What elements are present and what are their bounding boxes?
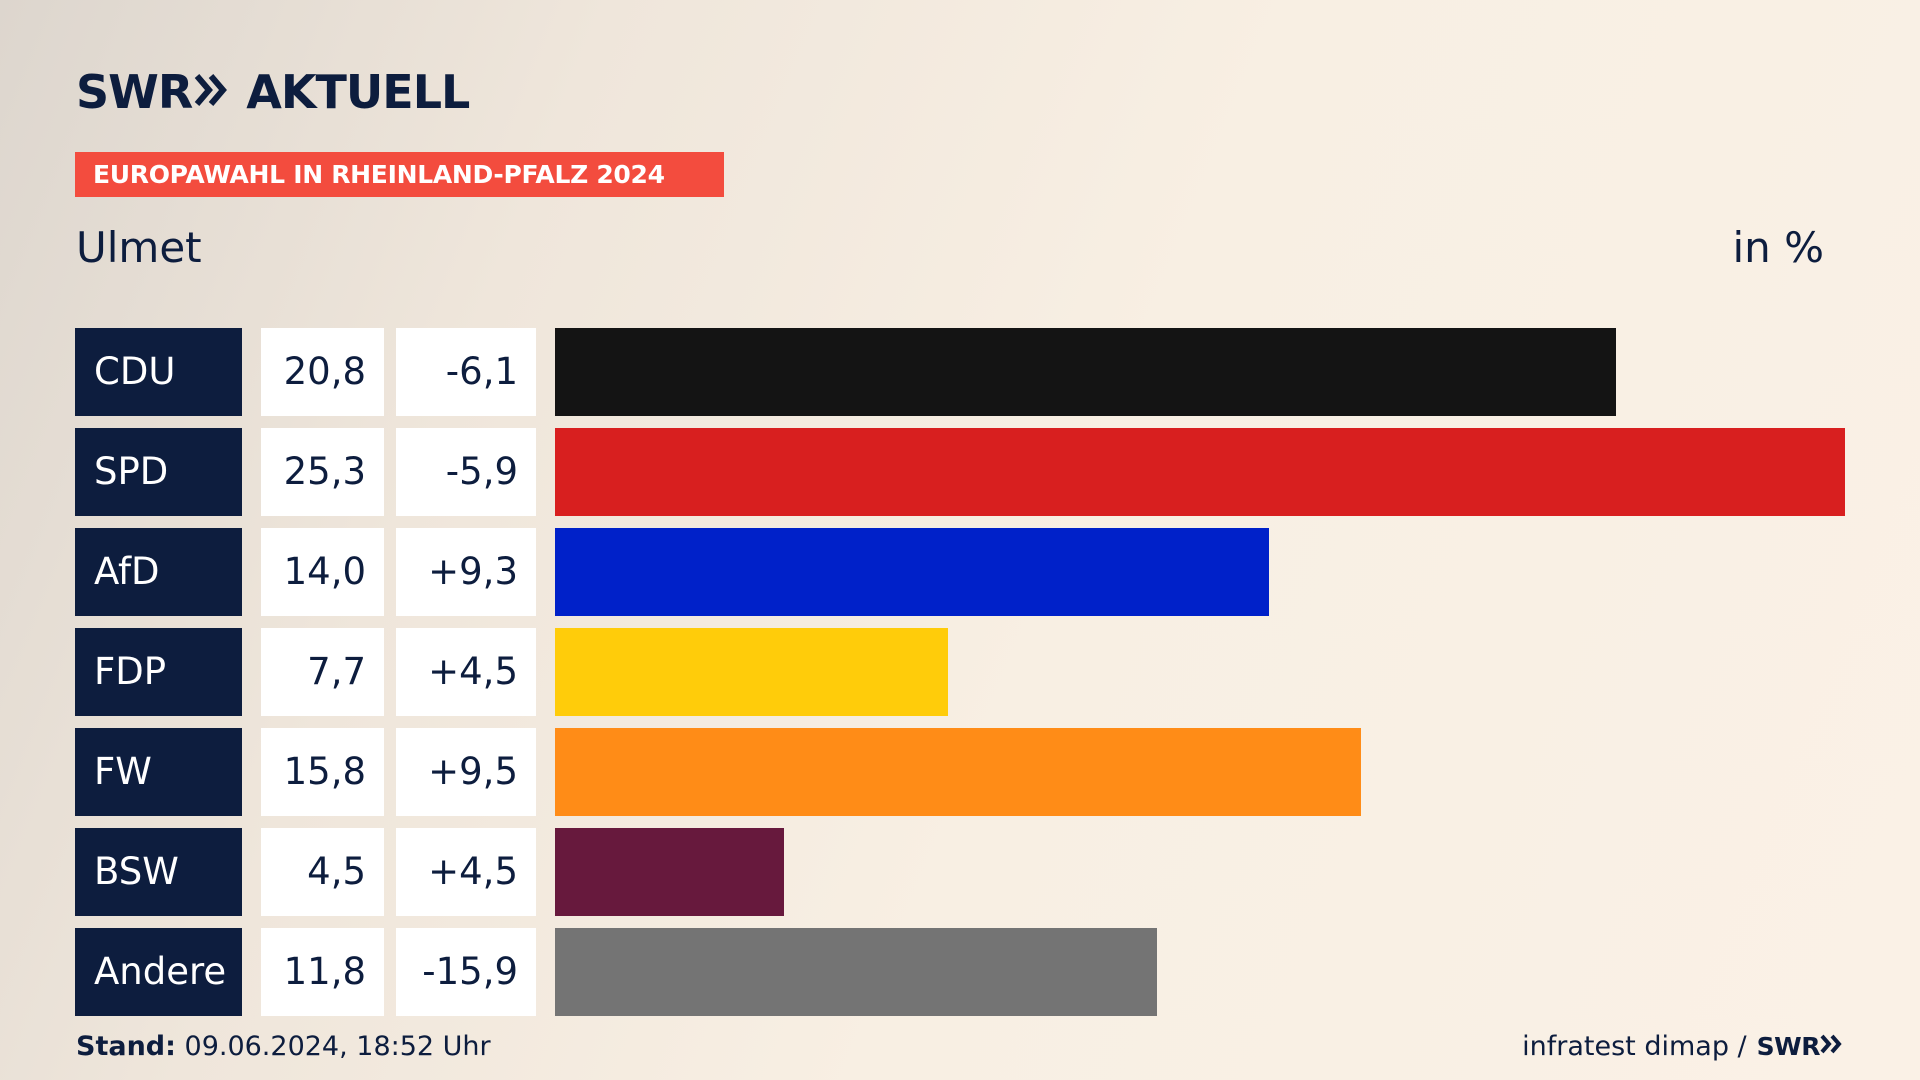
result-bar [555,928,1157,1016]
vote-change-value: +9,3 [396,528,536,616]
result-bar [555,728,1361,816]
result-bar [555,628,948,716]
vote-change-value: +4,5 [396,628,536,716]
vote-change-value: +4,5 [396,828,536,916]
result-bar [555,328,1616,416]
vote-share-value: 15,8 [261,728,384,816]
election-banner: EUROPAWAHL IN RHEINLAND-PFALZ 2024 [75,152,724,197]
double-chevron-icon [194,72,228,112]
source-brand: SWR [1756,1032,1821,1061]
party-label: AfD [75,528,242,616]
result-bar [555,428,1845,516]
party-label: FW [75,728,242,816]
party-label: CDU [75,328,242,416]
timestamp-label: Stand: [76,1031,176,1062]
vote-share-value: 14,0 [261,528,384,616]
vote-change-value: -15,9 [396,928,536,1016]
unit-label: in % [1732,223,1824,272]
timestamp: Stand: 09.06.2024, 18:52 Uhr [76,1030,491,1064]
logo-swr-text: SWR [76,65,193,119]
party-label: Andere [75,928,242,1016]
vote-share-value: 25,3 [261,428,384,516]
place-title: Ulmet [76,223,202,272]
timestamp-value: 09.06.2024, 18:52 Uhr [184,1031,491,1062]
result-bar [555,828,785,916]
source-chevron-icon [1820,1030,1844,1064]
source-credit: infratest dimap / SWR [1522,1030,1844,1064]
vote-share-value: 4,5 [261,828,384,916]
vote-change-value: -5,9 [396,428,536,516]
vote-share-value: 20,8 [261,328,384,416]
logo-aktuell-text: AKTUELL [246,65,470,119]
vote-share-value: 7,7 [261,628,384,716]
party-label: FDP [75,628,242,716]
vote-share-value: 11,8 [261,928,384,1016]
vote-change-value: +9,5 [396,728,536,816]
source-text: infratest dimap / [1522,1031,1747,1062]
result-bar [555,528,1269,616]
party-label: SPD [75,428,242,516]
party-label: BSW [75,828,242,916]
vote-change-value: -6,1 [396,328,536,416]
swr-aktuell-logo: SWR AKTUELL [76,65,470,119]
